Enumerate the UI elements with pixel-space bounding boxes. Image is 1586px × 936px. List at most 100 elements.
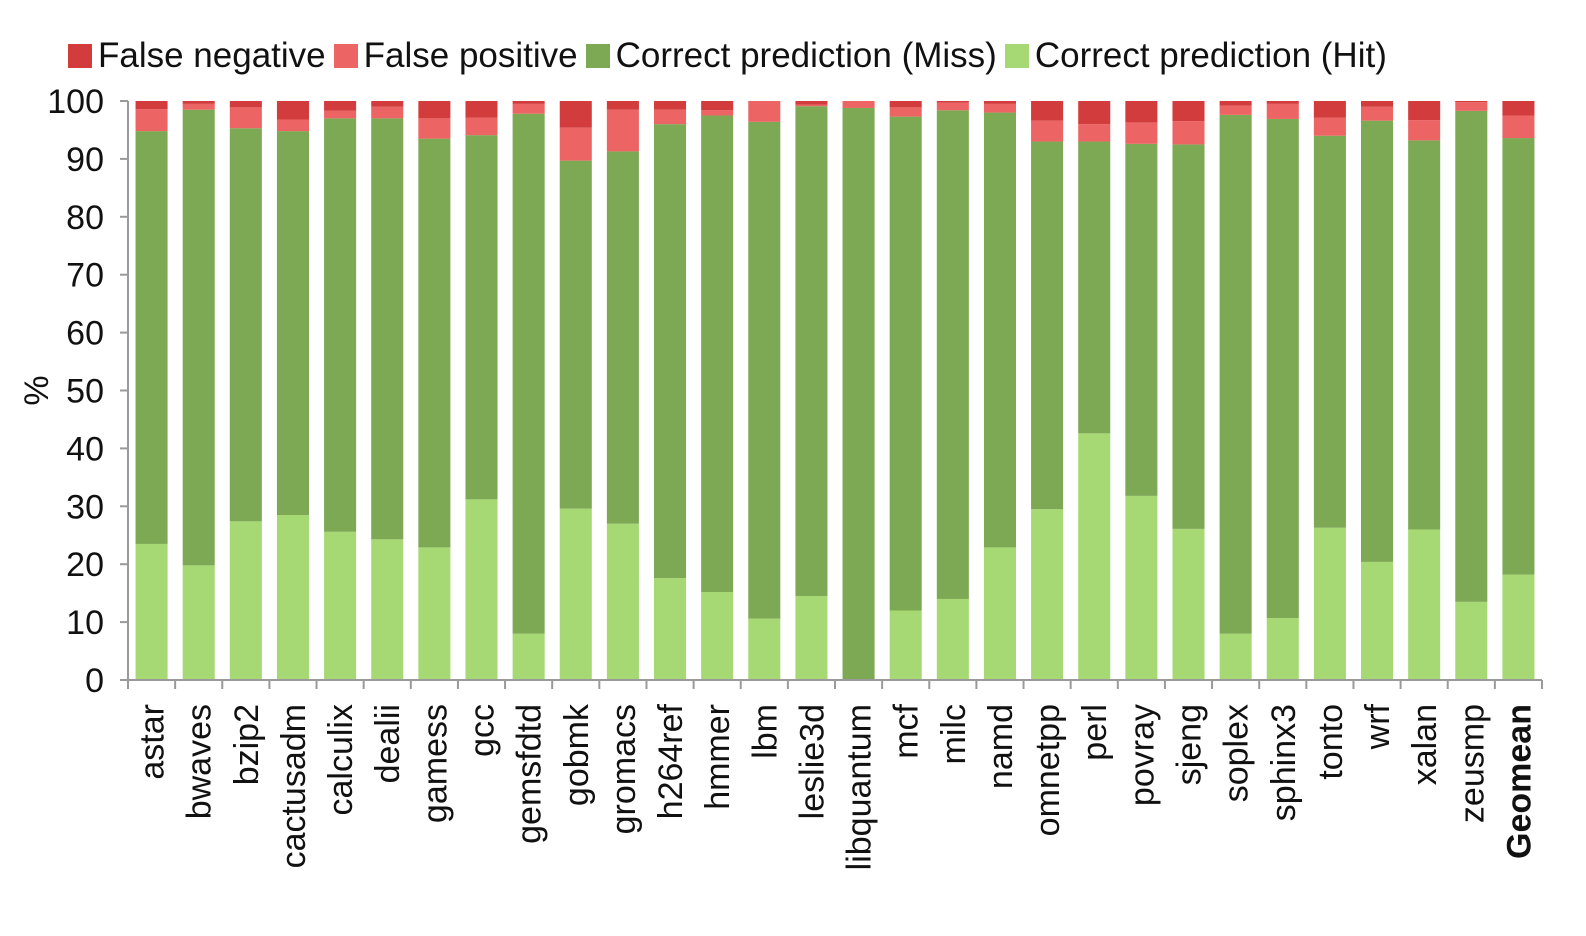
bar-cactusadm-correct-prediction-hit [276, 514, 309, 680]
bar-bwaves-false-positive [182, 103, 215, 110]
x-tick-label-omnetpp: omnetpp [1029, 704, 1067, 836]
bar-mcf-false-negative [889, 101, 922, 108]
bar-gobmk-false-negative [559, 101, 592, 128]
x-tick-label-namd: namd [982, 704, 1020, 789]
bar-wrf-false-positive [1361, 106, 1394, 121]
bar-geomean-correct-prediction-hit [1502, 574, 1535, 680]
y-tick-label: 50 [66, 373, 104, 411]
bar-sphinx3-false-positive [1266, 103, 1299, 119]
legend-swatch [585, 43, 610, 68]
bar-zeusmp-false-positive [1455, 102, 1488, 111]
bar-h264ref-correct-prediction-hit [654, 578, 687, 680]
bar-leslie3d-false-negative [795, 101, 828, 105]
bar-astar-correct-prediction-hit [135, 543, 168, 680]
x-tick-label-sphinx3: sphinx3 [1265, 704, 1303, 821]
bar-hmmer-correct-prediction-hit [701, 591, 734, 680]
bar-bwaves-correct-prediction-miss [182, 109, 215, 566]
bar-libquantum-false-positive [842, 101, 875, 108]
bar-geomean-false-negative [1502, 101, 1535, 116]
x-tick-label-calculix: calculix [322, 704, 360, 815]
bar-bwaves-correct-prediction-hit [182, 565, 215, 680]
bar-calculix-correct-prediction-miss [324, 118, 357, 532]
legend-label: Correct prediction (Miss) [615, 36, 997, 75]
legend-item-false-positive: False positive [333, 36, 578, 75]
x-tick-label-zeusmp: zeusmp [1453, 704, 1491, 823]
bar-gcc-correct-prediction-miss [465, 135, 498, 500]
bar-gemsfdtd-correct-prediction-hit [512, 633, 545, 680]
bar-leslie3d-correct-prediction-miss [795, 106, 828, 597]
bar-zeusmp-false-negative [1455, 101, 1488, 103]
bar-gemsfdtd-correct-prediction-miss [512, 113, 545, 634]
bar-bzip2-correct-prediction-hit [229, 521, 262, 680]
x-tick-label-xalan: xalan [1406, 704, 1444, 785]
bar-namd-correct-prediction-hit [983, 547, 1016, 680]
bar-lbm-correct-prediction-hit [748, 618, 781, 680]
bar-h264ref-correct-prediction-miss [654, 124, 687, 579]
bar-hmmer-false-positive [701, 110, 734, 116]
bar-cactusadm-correct-prediction-miss [276, 131, 309, 515]
bar-dealii-correct-prediction-miss [371, 118, 404, 540]
bar-gobmk-false-positive [559, 127, 592, 161]
y-tick-label: 20 [66, 546, 104, 584]
bar-lbm-false-positive [748, 101, 781, 122]
bar-povray-correct-prediction-hit [1125, 495, 1158, 680]
bar-astar-false-positive [135, 109, 168, 132]
y-tick-label: 0 [85, 662, 104, 700]
bar-mcf-correct-prediction-miss [889, 116, 922, 611]
y-tick-label: 40 [66, 430, 104, 468]
legend-label: False positive [363, 36, 578, 75]
x-tick-label-sjeng: sjeng [1171, 704, 1209, 785]
bar-calculix-false-negative [324, 101, 357, 111]
legend-item-false-negative: False negative [68, 38, 326, 73]
bar-soplex-correct-prediction-hit [1219, 633, 1252, 680]
x-tick-label-gromacs: gromacs [605, 704, 643, 834]
bar-lbm-correct-prediction-miss [748, 121, 781, 619]
x-tick-label-leslie3d: leslie3d [793, 704, 831, 819]
bar-gcc-false-negative [465, 101, 498, 118]
x-tick-label-mcf: mcf [888, 703, 926, 758]
x-tick-label-cactusadm: cactusadm [275, 704, 313, 868]
bar-mcf-correct-prediction-hit [889, 610, 922, 680]
x-tick-label-wrf: wrf [1359, 703, 1397, 750]
bar-leslie3d-correct-prediction-hit [795, 596, 828, 680]
bar-omnetpp-correct-prediction-miss [1031, 141, 1064, 510]
legend-label: Correct prediction (Hit) [1034, 36, 1387, 75]
legend-item-correct-prediction-miss: Correct prediction (Miss) [585, 36, 997, 75]
bar-wrf-false-negative [1361, 101, 1394, 107]
bar-geomean-correct-prediction-miss [1502, 138, 1535, 575]
x-tick-label-astar: astar [134, 704, 172, 780]
legend-item-correct-prediction-hit: Correct prediction (Hit) [1004, 36, 1387, 75]
bar-xalan-false-negative [1408, 101, 1441, 121]
bar-milc-correct-prediction-hit [936, 598, 969, 680]
bar-gemsfdtd-false-negative [512, 101, 545, 104]
bar-gromacs-correct-prediction-miss [606, 151, 639, 524]
legend-swatch [1004, 43, 1029, 68]
bar-tonto-false-negative [1313, 101, 1346, 118]
bar-soplex-false-positive [1219, 105, 1252, 115]
bar-povray-false-positive [1125, 122, 1158, 144]
bar-perl-false-negative [1078, 101, 1111, 125]
bar-xalan-correct-prediction-hit [1408, 529, 1441, 680]
bar-milc-correct-prediction-miss [936, 110, 969, 599]
x-tick-label-dealii: dealii [369, 704, 407, 783]
bar-tonto-false-positive [1313, 117, 1346, 136]
bar-tonto-correct-prediction-miss [1313, 135, 1346, 528]
bar-gobmk-correct-prediction-miss [559, 160, 592, 509]
bar-gemsfdtd-false-positive [512, 103, 545, 114]
bar-milc-false-positive [936, 102, 969, 111]
x-tick-label-soplex: soplex [1218, 704, 1256, 802]
bar-omnetpp-false-positive [1031, 120, 1064, 142]
bar-povray-false-negative [1125, 101, 1158, 123]
bar-dealii-false-positive [371, 106, 404, 119]
bar-gcc-false-positive [465, 117, 498, 136]
bar-gamess-correct-prediction-miss [418, 138, 451, 548]
x-tick-label-perl: perl [1076, 704, 1114, 761]
bar-tonto-correct-prediction-hit [1313, 527, 1346, 680]
bar-gromacs-correct-prediction-hit [606, 523, 639, 680]
x-tick-label-gobmk: gobmk [558, 703, 596, 806]
y-tick-label: 80 [66, 199, 104, 237]
bar-soplex-correct-prediction-miss [1219, 114, 1252, 634]
chart-legend: False negative False positive Correct pred… [68, 38, 1395, 73]
bar-povray-correct-prediction-miss [1125, 143, 1158, 496]
